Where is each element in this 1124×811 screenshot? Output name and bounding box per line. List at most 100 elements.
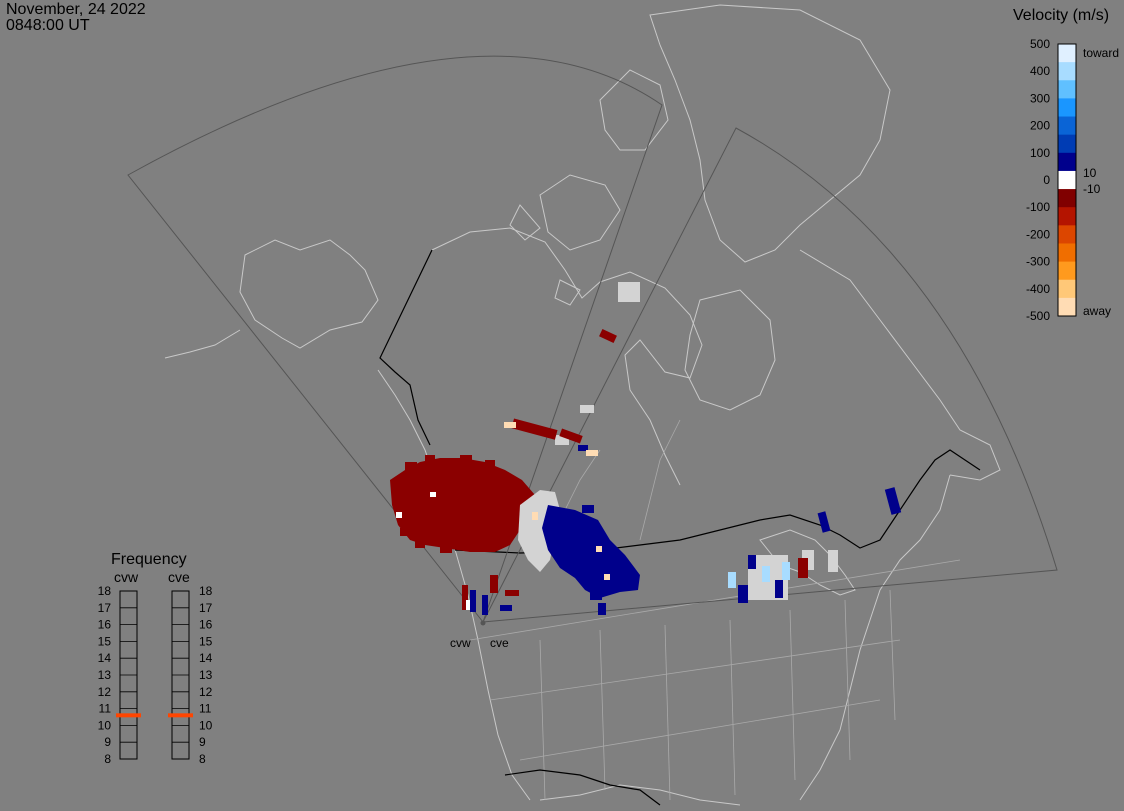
frequency-level-label: 9 [199, 735, 206, 749]
cve-fov-outline [482, 127, 1058, 623]
velocity-tick-label: -100 [1026, 200, 1050, 214]
radar-sites: cvw cve [450, 620, 509, 650]
radar-fov [127, 55, 1058, 623]
velocity-tick-label: 500 [1030, 37, 1050, 51]
radar-label-cvw: cvw [450, 636, 471, 650]
velocity-legend: Velocity (m/s) 500 400 300 200 100 0 -100 -200 -… [1013, 7, 1119, 323]
velocity-legend-title: Velocity (m/s) [1013, 7, 1109, 24]
velocity-tick-labels: 500 400 300 200 100 0 -100 -200 -300 -400 -500 [1026, 37, 1050, 323]
legend-color-swatch [1058, 243, 1076, 263]
legend-color-swatch [1058, 116, 1076, 136]
velocity-tick-label: 0 [1043, 173, 1050, 187]
arctic-island-2 [599, 69, 669, 151]
frequency-level-label: 16 [98, 618, 112, 632]
greenland-coast [649, 4, 891, 263]
frequency-level-label: 18 [98, 584, 112, 598]
coastlines [164, 4, 1001, 806]
toward-cluster-main [542, 505, 640, 615]
radar-label-cve: cve [490, 636, 509, 650]
frequency-marker-cve [168, 713, 193, 718]
frequency-level-label: 12 [199, 685, 213, 699]
velocity-tick-label: -200 [1026, 227, 1050, 241]
velocity-tick-label: -300 [1026, 255, 1050, 269]
frequency-level-label: 17 [199, 601, 213, 615]
frequency-panel: Frequency cvw cve 18 17 16 15 14 13 12 11 10 9 8 18… [98, 551, 213, 766]
gulf-coast [539, 784, 741, 806]
pacific-coast [377, 369, 531, 801]
legend-color-swatch [1058, 279, 1076, 299]
legend-color-swatch [1058, 62, 1076, 81]
velocity-color-bar [1057, 43, 1077, 317]
velocity-tick-label: 200 [1030, 119, 1050, 133]
hudson-bay [684, 289, 776, 411]
frequency-level-label: 13 [199, 668, 213, 682]
arctic-island-4 [554, 279, 581, 306]
us-mexico-border [504, 769, 661, 806]
velocity-tick-label: 400 [1030, 64, 1050, 78]
great-lakes [759, 529, 856, 596]
frequency-level-label: 12 [98, 685, 112, 699]
frequency-level-label: 13 [98, 668, 112, 682]
legend-color-swatch [1058, 170, 1076, 190]
frequency-level-label: 11 [99, 702, 112, 716]
frequency-level-label: 15 [98, 634, 112, 648]
legend-color-swatch [1058, 134, 1076, 154]
sparse-away [462, 328, 808, 610]
legend-color-swatch [1058, 261, 1076, 281]
away-cluster-main [390, 455, 535, 553]
frequency-level-label: 10 [199, 718, 213, 732]
frequency-radar-right: cve [168, 569, 190, 585]
legend-color-swatch [1058, 297, 1076, 317]
alaska-canada-border [379, 249, 433, 446]
frequency-level-label: 14 [199, 651, 213, 665]
legend-color-swatch [1058, 98, 1076, 118]
aleutian-chain [164, 329, 241, 359]
frequency-level-label: 14 [98, 651, 112, 665]
labrador-coast [799, 249, 1001, 481]
arctic-island-1 [539, 174, 621, 251]
arctic-island-3 [509, 204, 541, 241]
frequency-level-label: 17 [98, 601, 112, 615]
legend-color-swatch [1058, 207, 1076, 226]
alaska-coast [239, 239, 379, 349]
legend-color-swatch [1058, 44, 1076, 63]
legend-toward-label: toward [1083, 46, 1119, 60]
frequency-level-label: 16 [199, 618, 213, 632]
velocity-tick-label: -500 [1026, 309, 1050, 323]
sparse-away-light [504, 422, 610, 580]
legend-color-swatch [1058, 225, 1076, 244]
velocity-tick-label: 100 [1030, 146, 1050, 160]
frequency-level-label: 15 [199, 634, 213, 648]
sparse-toward-light [728, 562, 790, 588]
legend-neg-threshold: -10 [1083, 182, 1101, 196]
legend-color-swatch [1058, 80, 1076, 99]
province-borders [469, 419, 961, 801]
frequency-level-label: 9 [104, 735, 111, 749]
frequency-title: Frequency [111, 551, 187, 568]
frequency-level-label: 18 [199, 584, 213, 598]
frequency-level-label: 8 [104, 752, 111, 766]
time-label: 0848:00 UT [6, 17, 90, 34]
velocity-tick-label: 300 [1030, 91, 1050, 105]
frequency-level-label: 11 [199, 702, 212, 716]
sparse-white [396, 492, 470, 610]
legend-pos-threshold: 10 [1083, 166, 1097, 180]
sparse-toward [470, 445, 902, 615]
velocity-tick-label: -400 [1026, 282, 1050, 296]
velocity-scatter [390, 282, 902, 615]
date-label: November, 24 2022 [6, 1, 146, 18]
legend-color-swatch [1058, 152, 1076, 172]
frequency-marker-cvw [116, 713, 141, 718]
atlantic-coast [799, 474, 951, 801]
cvw-fov-outline [127, 55, 663, 623]
radar-site-marker [480, 620, 486, 626]
frequency-level-label: 8 [199, 752, 206, 766]
frequency-level-label: 10 [98, 718, 112, 732]
legend-away-label: away [1083, 304, 1111, 318]
canada-arctic-coast [431, 227, 703, 486]
legend-color-swatch [1058, 189, 1076, 208]
legend-bar-frame [1057, 43, 1077, 317]
frequency-radar-left: cvw [114, 569, 139, 585]
